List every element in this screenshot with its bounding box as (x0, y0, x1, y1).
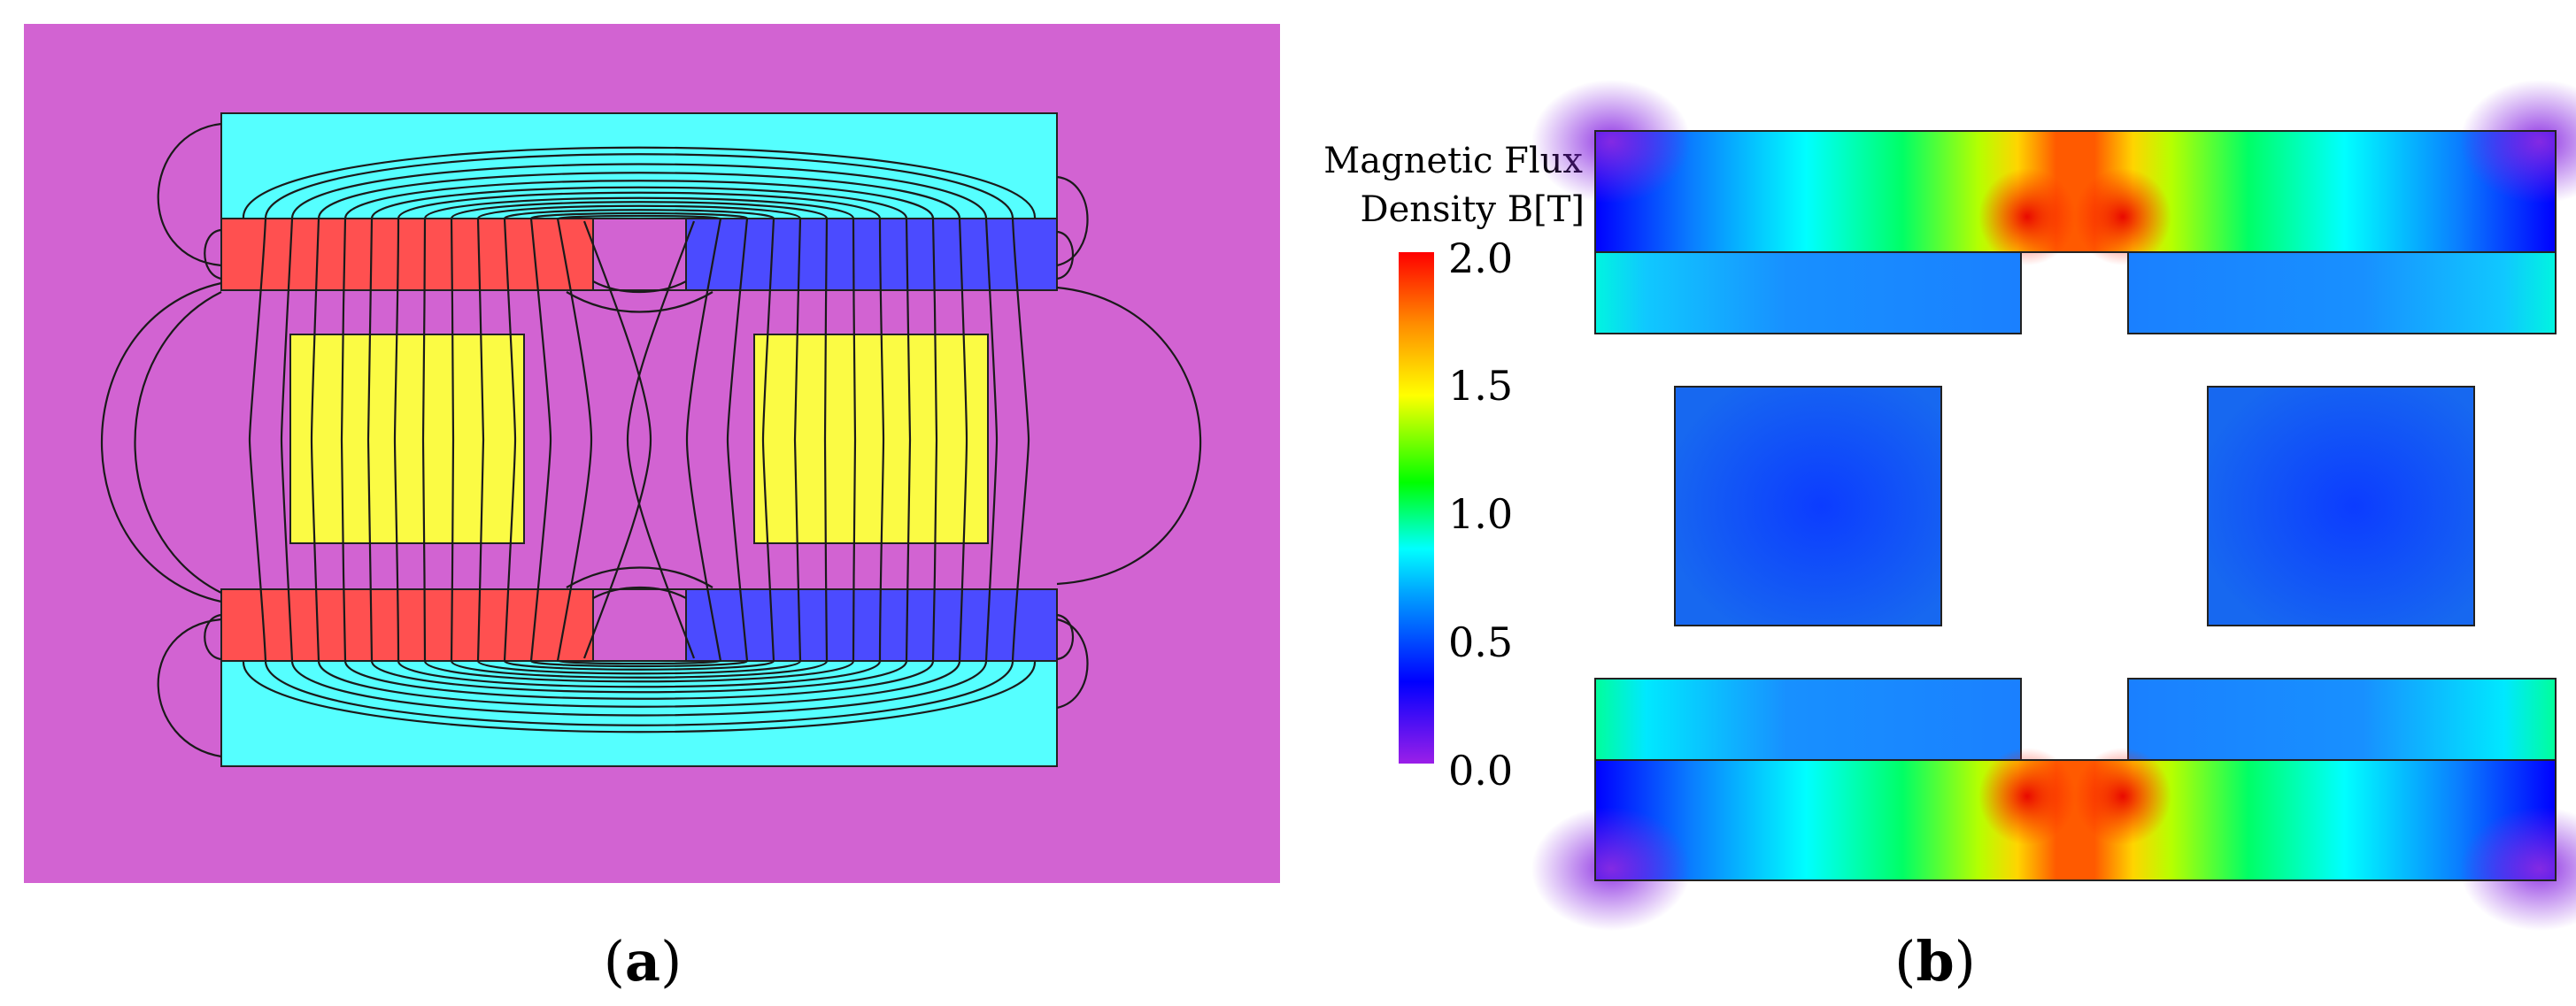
tick-label: 0.0 (1448, 747, 1513, 795)
top-left-magnet-field (1594, 251, 2022, 334)
bottom-left-magnet-field (1594, 678, 2022, 761)
top-yoke-field (1531, 80, 2576, 265)
top-right-magnet-field (2127, 251, 2557, 334)
magnet-bottom-right (685, 588, 1058, 662)
right-coil-field (2207, 386, 2475, 626)
colorbar-ticks: 2.0 1.5 1.0 0.5 0.0 (1448, 234, 1513, 795)
tick-label: 1.0 (1448, 490, 1513, 538)
tick-label: 1.5 (1448, 362, 1513, 410)
coil-left (289, 334, 525, 544)
bottom-yoke-field (1531, 748, 2576, 931)
colorbar (1399, 252, 1434, 764)
panel-b-label: (b) (1894, 929, 1976, 994)
flux-lines (100, 122, 1202, 758)
panel-b: (b) (1531, 80, 2576, 994)
tick-label: 0.5 (1448, 618, 1513, 666)
legend: Magnetic Flux Density B[T] 2.0 1.5 1.0 0… (1323, 141, 1585, 795)
magnet-top-left (220, 218, 594, 291)
tick-label: 2.0 (1448, 234, 1513, 282)
coil-right (753, 334, 989, 544)
bottom-gap (592, 588, 687, 662)
panel-a: (a) (24, 24, 1280, 994)
magnet-top-right (685, 218, 1058, 291)
legend-title-line2: Density B[T] (1361, 189, 1585, 230)
panel-a-label: (a) (604, 929, 683, 994)
bottom-right-magnet-field (2127, 678, 2557, 761)
top-gap (592, 218, 687, 291)
magnet-bottom-left (220, 588, 594, 662)
left-coil-field (1674, 386, 1942, 626)
